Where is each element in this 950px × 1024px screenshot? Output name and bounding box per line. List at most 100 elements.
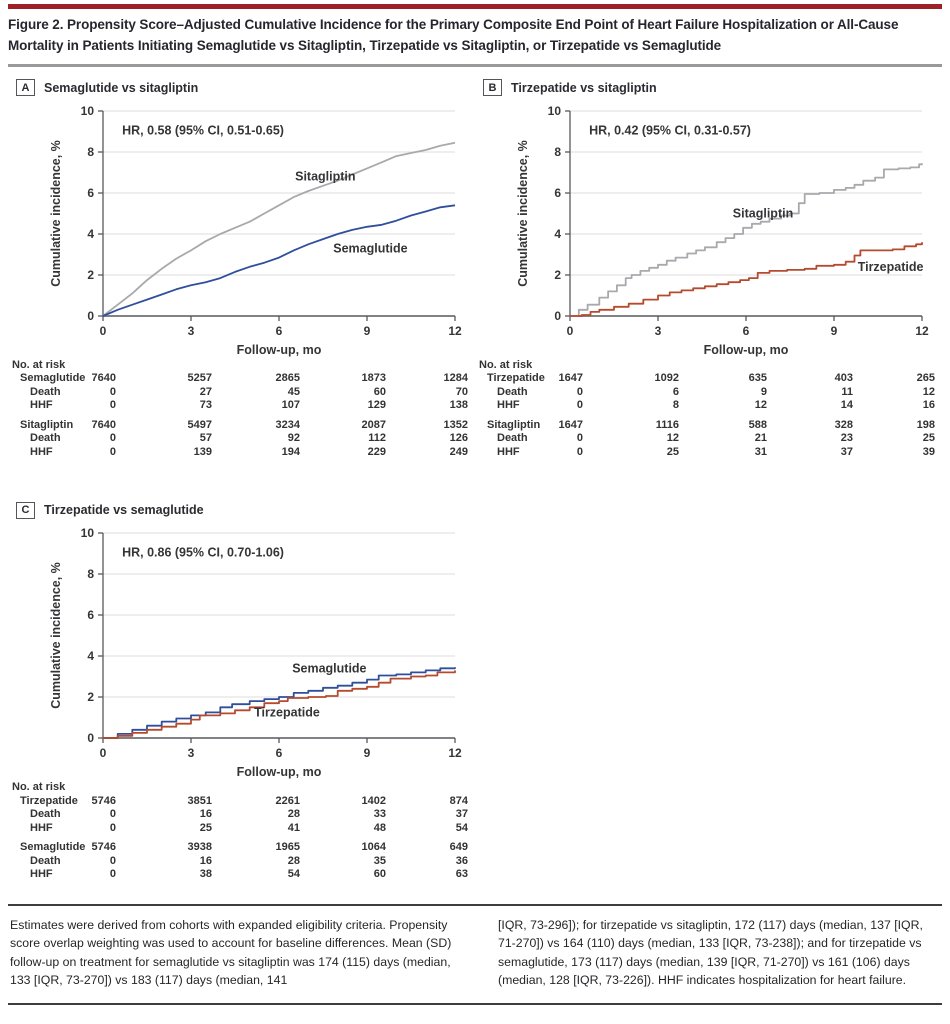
panel-b-letter-badge: B	[483, 79, 502, 97]
x-tick-label: 9	[364, 746, 371, 760]
y-tick-label: 10	[548, 104, 562, 118]
panel-c: C Tirzepatide vs semaglutide 0 2 4 6 8 10 0 3 6 9…	[8, 489, 475, 882]
series-label-tirzepatide: Tirzepatide	[254, 706, 320, 720]
y-axis-title: Cumulative incidence, %	[49, 563, 63, 710]
risk-value: 635	[748, 372, 767, 385]
panel-c-title: Tirzepatide vs semaglutide	[44, 503, 204, 518]
risk-value: 60	[373, 385, 386, 398]
risk-group-name: Semaglutide	[20, 372, 86, 385]
series-curve-tirzepatide	[103, 670, 456, 740]
risk-value: 14	[840, 399, 853, 412]
risk-value: 7640	[91, 418, 116, 431]
risk-header: No. at risk	[12, 358, 66, 371]
risk-group-name: Tirzepatide	[487, 372, 545, 385]
y-tick-label: 4	[87, 649, 94, 663]
risk-value: 3851	[187, 794, 212, 807]
risk-value: 1116	[655, 418, 679, 431]
chart-svg: 0 2 4 6 8 10 0 3 6 9 12 Follow-up, mo Cumulative inc…	[516, 104, 929, 357]
x-tick-label: 0	[100, 746, 107, 760]
risk-value: 1064	[361, 841, 386, 854]
risk-value: 198	[916, 418, 935, 431]
risk-group-name: Semaglutide	[20, 841, 86, 854]
x-tick-label: 3	[188, 746, 195, 760]
x-tick-label: 0	[100, 324, 107, 338]
risk-grid: No. at risk Tirzepatide 5746 3851 2261 1402 87…	[8, 781, 475, 882]
risk-value: 249	[449, 445, 468, 458]
risk-value: 9	[760, 385, 767, 398]
y-tick-label: 0	[87, 309, 94, 323]
series-label-semaglutide: Semaglutide	[292, 662, 366, 676]
risk-value: 54	[287, 868, 300, 881]
risk-value: 0	[109, 445, 116, 458]
risk-value: 70	[455, 385, 468, 398]
panel-b-header: B Tirzepatide vs sitagliptin	[483, 79, 942, 97]
risk-value: 63	[455, 868, 468, 881]
risk-value: 25	[199, 821, 212, 834]
risk-value: 25	[666, 445, 679, 458]
y-tick-label: 8	[87, 567, 94, 581]
risk-value: 1352	[443, 418, 468, 431]
risk-value: 54	[455, 821, 468, 834]
panel-a-letter-badge: A	[16, 79, 35, 97]
risk-subrow-label: HHF	[30, 868, 53, 881]
risk-group-name: Sitagliptin	[20, 418, 74, 431]
y-tick-label: 10	[81, 104, 95, 118]
risk-value: 57	[199, 432, 212, 445]
x-axis-title: Follow-up, mo	[704, 343, 789, 357]
x-tick-label: 9	[364, 324, 371, 338]
panel-b-title: Tirzepatide vs sitagliptin	[511, 80, 657, 95]
chart-svg: 0 2 4 6 8 10 0 3 6 9 12 Follow-up, mo Cumulative inc…	[49, 526, 462, 779]
y-tick-label: 10	[81, 526, 95, 540]
panel-c-chart: 0 2 4 6 8 10 0 3 6 9 12 Follow-up, mo Cumulative inc…	[8, 521, 475, 781]
series-curve-semaglutide	[102, 204, 456, 317]
risk-subrow-label: HHF	[30, 821, 53, 834]
series-curve-semaglutide	[103, 667, 456, 740]
risk-value: 21	[754, 432, 767, 445]
y-tick-label: 4	[87, 227, 94, 241]
risk-header: No. at risk	[12, 781, 66, 794]
series-curve-sitagliptin	[102, 141, 456, 317]
series-label-semaglutide: Semaglutide	[333, 241, 407, 255]
risk-subrow-label: Death	[30, 385, 61, 398]
risk-value: 28	[287, 808, 300, 821]
accent-rule	[8, 4, 942, 9]
risk-value: 403	[834, 372, 853, 385]
hr-annotation: HR, 0.42 (95% CI, 0.31-0.57)	[589, 123, 751, 137]
risk-value: 36	[455, 854, 468, 867]
caption-right-column: [IQR, 73-296]); for tirzepatide vs sitag…	[498, 917, 923, 988]
risk-value: 138	[449, 399, 468, 412]
risk-value: 129	[367, 399, 386, 412]
x-axis-title: Follow-up, mo	[237, 765, 322, 779]
risk-value: 0	[109, 385, 116, 398]
risk-value: 5497	[187, 418, 212, 431]
risk-value: 25	[922, 432, 935, 445]
risk-group-name: Sitagliptin	[487, 418, 541, 431]
risk-value: 328	[834, 418, 853, 431]
risk-subrow-label: HHF	[30, 445, 53, 458]
risk-value: 2087	[361, 418, 386, 431]
risk-subrow-label: Death	[497, 432, 528, 445]
risk-value: 112	[368, 432, 386, 445]
risk-value: 5746	[91, 841, 116, 854]
risk-value: 28	[287, 854, 300, 867]
caption-left-column: Estimates were derived from cohorts with…	[10, 917, 452, 988]
risk-value: 33	[373, 808, 386, 821]
risk-value: 1647	[558, 418, 583, 431]
y-tick-label: 2	[87, 268, 94, 282]
risk-value: 649	[449, 841, 468, 854]
y-tick-label: 6	[554, 186, 561, 200]
y-tick-label: 2	[87, 690, 94, 704]
risk-value: 0	[109, 399, 116, 412]
panel-a-title: Semaglutide vs sitagliptin	[44, 80, 199, 95]
panels-row-2: C Tirzepatide vs semaglutide 0 2 4 6 8 10 0 3 6 9…	[8, 489, 942, 882]
risk-value: 39	[922, 445, 935, 458]
risk-value: 38	[199, 868, 212, 881]
y-tick-label: 0	[554, 309, 561, 323]
risk-subrow-label: Death	[30, 808, 61, 821]
risk-value: 35	[373, 854, 386, 867]
risk-value: 0	[576, 445, 583, 458]
y-tick-label: 6	[87, 186, 94, 200]
panel-a-risk-table: No. at risk Semaglutide 7640 5257 2865 1873 12…	[8, 359, 475, 460]
series-curve-sitagliptin	[570, 163, 923, 317]
